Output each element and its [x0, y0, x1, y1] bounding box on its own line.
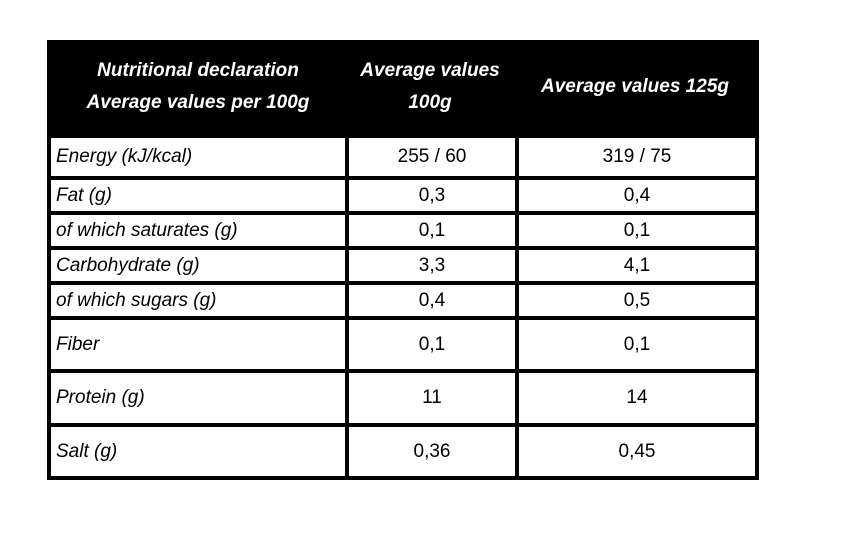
- value-per-125g: 319 / 75: [515, 134, 755, 176]
- value-per-125g: 0,4: [515, 176, 755, 211]
- header-per-125g-text: Average values 125g: [540, 76, 729, 97]
- value-per-100g: 0,3: [345, 176, 515, 211]
- row-label: Fiber: [51, 316, 345, 369]
- value-per-125g: 0,5: [515, 281, 755, 316]
- table-header-row: Nutritional declaration Average values p…: [51, 40, 755, 134]
- row-label: Salt (g): [51, 423, 345, 476]
- row-label: Carbohydrate (g): [51, 246, 345, 281]
- value-per-100g: 11: [345, 369, 515, 423]
- table-row-fiber: Fiber 0,1 0,1: [51, 316, 755, 369]
- value-per-100g: 0,1: [345, 316, 515, 369]
- value-per-125g: 0,1: [515, 211, 755, 246]
- table-row-energy: Energy (kJ/kcal) 255 / 60 319 / 75: [51, 134, 755, 176]
- table-row-fat: Fat (g) 0,3 0,4: [51, 176, 755, 211]
- value-per-125g: 0,1: [515, 316, 755, 369]
- row-label: of which saturates (g): [51, 211, 345, 246]
- value-per-100g: 0,36: [345, 423, 515, 476]
- value-per-125g: 14: [515, 369, 755, 423]
- table-row-saturates: of which saturates (g) 0,1 0,1: [51, 211, 755, 246]
- header-nutritional-declaration: Nutritional declaration Average values p…: [51, 40, 345, 134]
- table-row-salt: Salt (g) 0,36 0,45: [51, 423, 755, 476]
- value-per-100g: 0,4: [345, 281, 515, 316]
- value-per-125g: 0,45: [515, 423, 755, 476]
- header-subtitle-line: Average values per 100g: [86, 92, 310, 113]
- header-per-100g-line1: Average values: [360, 60, 500, 81]
- row-label: Fat (g): [51, 176, 345, 211]
- value-per-100g: 3,3: [345, 246, 515, 281]
- row-label: Energy (kJ/kcal): [51, 134, 345, 176]
- nutrition-table: Nutritional declaration Average values p…: [47, 40, 759, 480]
- row-label: Protein (g): [51, 369, 345, 423]
- table-row-protein: Protein (g) 11 14: [51, 369, 755, 423]
- value-per-100g: 0,1: [345, 211, 515, 246]
- header-per-125g: Average values 125g: [515, 40, 755, 134]
- header-per-100g: Average values 100g: [345, 40, 515, 134]
- header-title-line: Nutritional declaration: [97, 60, 299, 81]
- value-per-100g: 255 / 60: [345, 134, 515, 176]
- table-row-sugars: of which sugars (g) 0,4 0,5: [51, 281, 755, 316]
- table-row-carbohydrate: Carbohydrate (g) 3,3 4,1: [51, 246, 755, 281]
- header-per-100g-line2: 100g: [408, 92, 452, 113]
- row-label: of which sugars (g): [51, 281, 345, 316]
- value-per-125g: 4,1: [515, 246, 755, 281]
